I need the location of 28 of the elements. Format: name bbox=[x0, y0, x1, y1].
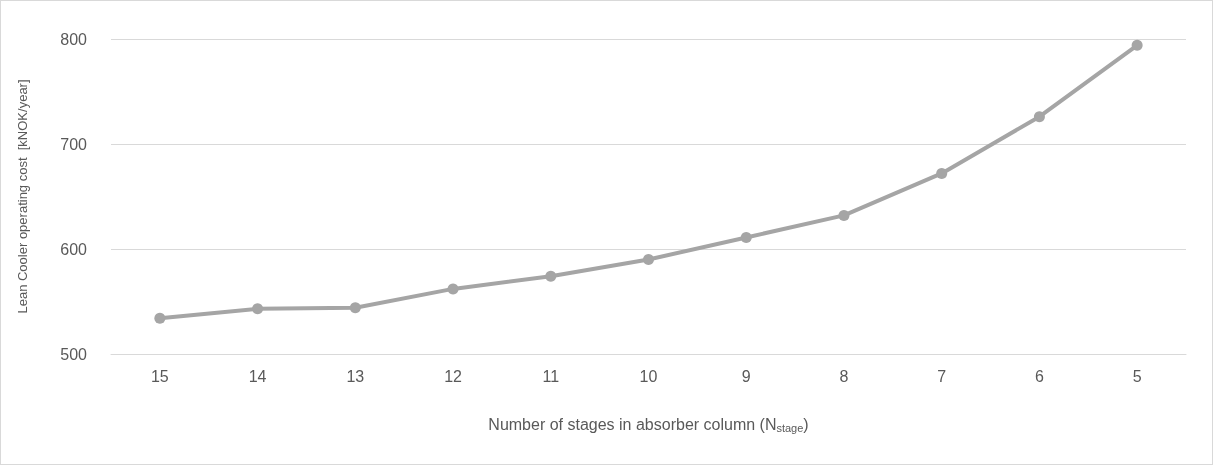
y-tick-label: 500 bbox=[60, 345, 88, 363]
y-tick-label: 700 bbox=[60, 135, 88, 153]
x-tick-label: 7 bbox=[937, 367, 947, 385]
x-axis-title: Number of stages in absorber column (Nstage) bbox=[488, 416, 809, 434]
y-tick-label: 800 bbox=[60, 30, 88, 48]
point bbox=[447, 283, 459, 295]
y-tick-label: 600 bbox=[60, 240, 88, 258]
point bbox=[1131, 39, 1143, 51]
x-tick-label: 8 bbox=[839, 367, 849, 385]
point bbox=[545, 270, 557, 282]
x-tick-label: 15 bbox=[150, 367, 169, 385]
x-tick-label: 5 bbox=[1132, 367, 1142, 385]
x-tick-label: 12 bbox=[444, 367, 463, 385]
x-tick-label: 10 bbox=[639, 367, 658, 385]
point bbox=[643, 254, 654, 265]
point bbox=[154, 312, 166, 324]
x-tick-label: 13 bbox=[346, 367, 365, 385]
x-tick-label: 11 bbox=[542, 367, 560, 385]
x-tick-label: 9 bbox=[741, 367, 751, 385]
x-tick-label: 14 bbox=[248, 367, 267, 385]
point bbox=[252, 303, 264, 315]
point bbox=[838, 209, 850, 221]
x-tick-label: 6 bbox=[1034, 367, 1044, 385]
point bbox=[936, 167, 948, 179]
point bbox=[349, 302, 361, 314]
point bbox=[1033, 111, 1045, 123]
point bbox=[740, 231, 752, 243]
y-axis-title: Lean Cooler operating cost [kNOK/year] bbox=[15, 79, 30, 314]
